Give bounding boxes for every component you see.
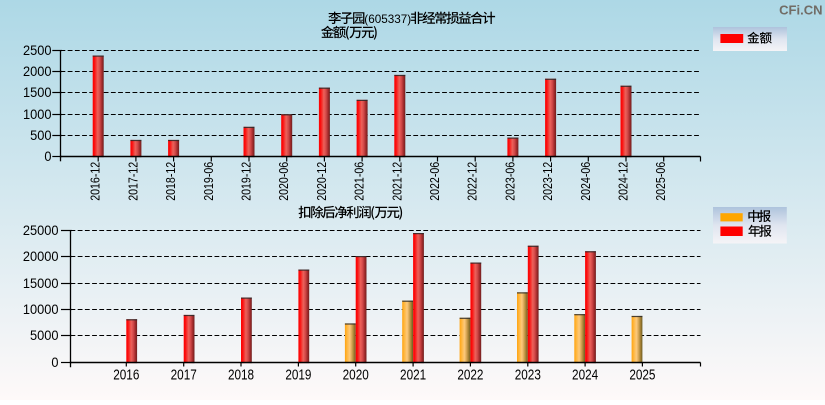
svg-text:(605337): (605337) [364,13,411,26]
svg-text:2016: 2016 [113,367,139,384]
svg-text:500: 500 [30,127,52,143]
svg-text:25000: 25000 [23,222,59,238]
svg-text:2000: 2000 [23,63,52,79]
svg-text:2022-06: 2022-06 [427,162,442,201]
svg-text:2017: 2017 [171,367,197,384]
svg-text:0: 0 [51,354,58,370]
svg-text:2500: 2500 [23,42,52,58]
svg-text:1500: 1500 [23,84,52,100]
svg-text:2021-12: 2021-12 [389,162,404,201]
svg-text:2023: 2023 [515,367,541,384]
svg-text:2018-12: 2018-12 [163,162,178,201]
svg-text:2017-12: 2017-12 [125,162,140,201]
svg-text:2024-06: 2024-06 [578,162,593,201]
svg-text:2021-06: 2021-06 [352,162,367,201]
svg-text:2018: 2018 [228,367,254,384]
svg-text:2025: 2025 [629,367,655,384]
svg-text:2024: 2024 [572,367,598,384]
svg-text:2016-12: 2016-12 [88,162,103,201]
svg-text:2020-06: 2020-06 [276,162,291,201]
svg-text:10000: 10000 [23,301,59,317]
svg-text:2020: 2020 [343,367,369,384]
svg-text:5000: 5000 [30,327,59,343]
svg-text:20000: 20000 [23,248,59,264]
svg-text:2025-06: 2025-06 [653,162,668,201]
svg-text:2019: 2019 [285,367,311,384]
svg-text:2021: 2021 [400,367,426,384]
svg-text:2024-12: 2024-12 [616,162,631,201]
svg-text:2023-12: 2023-12 [540,162,555,201]
svg-text:0: 0 [44,148,51,164]
svg-text:2019-12: 2019-12 [239,162,254,201]
svg-text:2020-12: 2020-12 [314,162,329,201]
svg-text:2023-06: 2023-06 [502,162,517,201]
svg-text:2022: 2022 [457,367,483,384]
svg-text:2022-12: 2022-12 [465,162,480,201]
svg-text:1000: 1000 [23,106,52,122]
svg-text:CFi.CN: CFi.CN [779,3,822,18]
svg-text:2019-06: 2019-06 [201,162,216,201]
svg-text:15000: 15000 [23,275,59,291]
